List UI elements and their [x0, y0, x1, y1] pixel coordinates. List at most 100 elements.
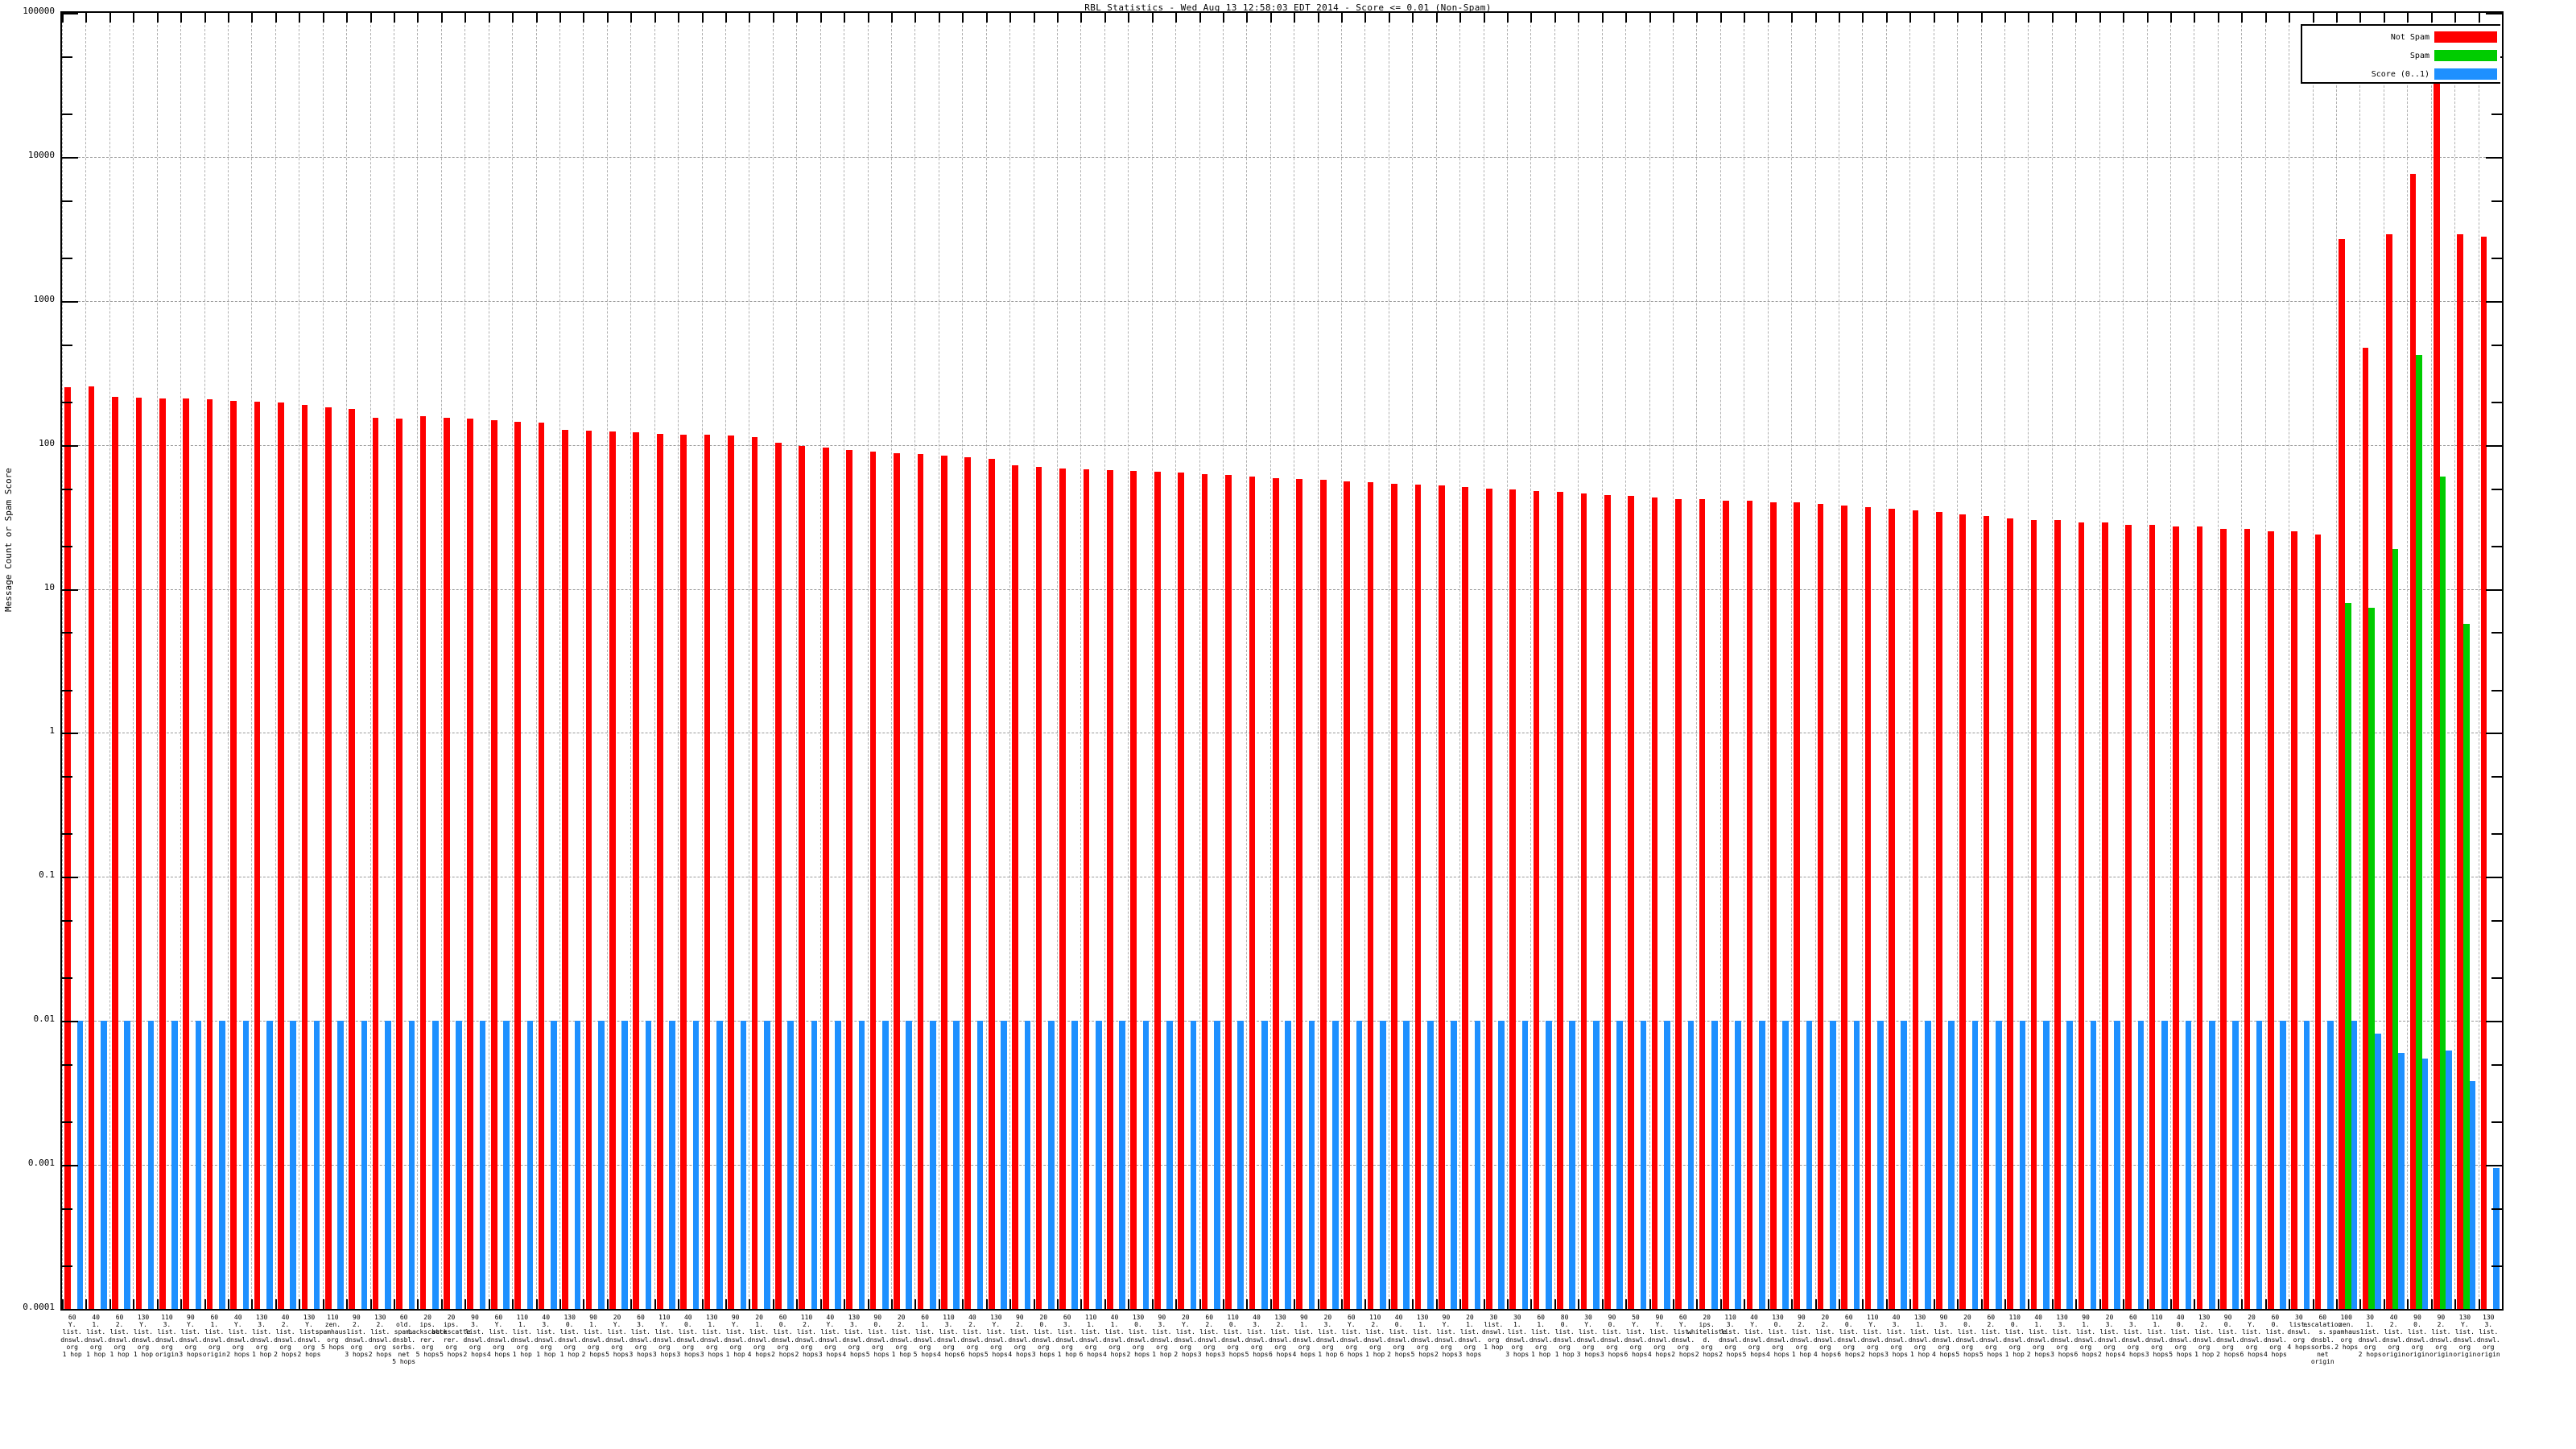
y-axis-major-tick [2486, 13, 2502, 14]
x-axis-tick-label: 110 2. list. dnswl. org 1 hop [1363, 1314, 1387, 1359]
bar-not-spam [988, 459, 995, 1309]
vertical-gridline [1341, 13, 1343, 1309]
x-axis-tick-labels: 60 Y. list. dnswl. org 1 hop 40 1. list. … [60, 1314, 2504, 1449]
vertical-gridline [417, 13, 419, 1309]
vertical-gridline [2430, 13, 2432, 1309]
bar-not-spam [1746, 500, 1753, 1309]
bar-score [929, 1021, 936, 1309]
bar-score [2137, 1021, 2145, 1309]
x-axis-tick-top [322, 13, 324, 23]
x-axis-tick [180, 1299, 183, 1309]
x-axis-tick-label: 90 0. list. dnswl. org 3 hops [1600, 1314, 1624, 1359]
y-axis-minor-tick [2491, 1265, 2502, 1268]
bar-not-spam [1983, 516, 1990, 1309]
bar-not-spam [2386, 234, 2392, 1309]
x-axis-tick-label: 20 ips. backscatterer. org 5 hops [431, 1314, 471, 1359]
bar-score [1569, 1021, 1576, 1309]
bar-not-spam [2267, 531, 2274, 1309]
bar-not-spam [1154, 472, 1161, 1309]
x-axis-tick-label: 40 3. list. dnswl. org 3 hops [1885, 1314, 1909, 1359]
bar-not-spam [1817, 503, 1824, 1309]
bar-score [1474, 1021, 1481, 1309]
vertical-gridline [1957, 13, 1959, 1309]
x-axis-tick-label: 90 Y. list. dnswl. org 1 hop [724, 1314, 748, 1359]
x-axis-tick-top [1673, 13, 1675, 23]
x-axis-tick [464, 1299, 467, 1309]
x-axis-tick [1839, 1299, 1841, 1309]
bar-not-spam [1959, 514, 1967, 1309]
x-axis-tick-top [796, 13, 799, 23]
bar-score [645, 1021, 652, 1309]
x-axis-tick [1412, 1299, 1414, 1309]
x-axis-tick-top [2383, 13, 2385, 23]
x-axis-tick-label: 40 3. list. dnswl. org 1 hop [534, 1314, 558, 1359]
y-axis-minor-tick [2491, 401, 2502, 403]
x-axis-tick-top [464, 13, 467, 23]
bar-not-spam [2149, 524, 2156, 1309]
vertical-gridline [2312, 13, 2314, 1309]
bar-not-spam [1651, 497, 1658, 1309]
x-axis-tick-top [440, 13, 443, 23]
x-axis-tick-label: 90 0. list. dnswl. org origin [2405, 1314, 2429, 1359]
vertical-gridline [606, 13, 608, 1309]
x-axis-tick [2051, 1299, 2054, 1309]
bar-score [2374, 1033, 2381, 1309]
x-axis-tick-label: 130 3. list. dnswl. org origin [2476, 1314, 2500, 1359]
y-axis-major-tick [62, 1021, 78, 1023]
bar-not-spam [254, 401, 261, 1309]
x-axis-tick [1009, 1299, 1012, 1309]
bar-not-spam [1296, 479, 1303, 1309]
bar-not-spam [2196, 526, 2203, 1309]
bar-score [1924, 1021, 1931, 1309]
bar-not-spam [799, 446, 806, 1309]
y-axis-minor-tick [62, 1208, 72, 1210]
x-axis-tick-top [204, 13, 206, 23]
x-axis-tick-label: 20 2. list. dnswl. org 1 hop [890, 1314, 914, 1359]
bar-score [2090, 1021, 2097, 1309]
vertical-gridline [2336, 13, 2337, 1309]
x-axis-tick-top [1980, 13, 1983, 23]
bar-score [1853, 1021, 1860, 1309]
vertical-gridline [156, 13, 158, 1309]
bar-not-spam [514, 421, 521, 1309]
vertical-gridline [2241, 13, 2243, 1309]
bar-score [811, 1021, 818, 1309]
x-axis-tick [535, 1299, 538, 1309]
x-axis-tick-top [1080, 13, 1083, 23]
vertical-gridline [796, 13, 798, 1309]
x-axis-tick-top [1341, 13, 1344, 23]
x-axis-tick-top [1459, 13, 1462, 23]
x-axis-tick-top [724, 13, 727, 23]
bar-not-spam [135, 397, 142, 1309]
x-axis-tick [1317, 1299, 1319, 1309]
y-axis-minor-tick [2491, 488, 2502, 490]
y-axis-minor-tick [2491, 1064, 2502, 1067]
x-axis-tick-top [1791, 13, 1794, 23]
x-axis-tick-top [1530, 13, 1533, 23]
bar-score [1758, 1021, 1765, 1309]
x-axis-tick [133, 1299, 135, 1309]
x-axis-tick-top [890, 13, 893, 23]
vertical-gridline [2264, 13, 2266, 1309]
bar-score [100, 1021, 107, 1309]
x-axis-tick [2430, 1299, 2433, 1309]
bar-not-spam [728, 436, 734, 1309]
x-axis-tick-top [2430, 13, 2433, 23]
y-axis-minor-tick [62, 920, 72, 923]
x-axis-tick-label: 60 0. list. dnswl. org 2 hops [771, 1314, 795, 1359]
bar-not-spam [230, 400, 237, 1309]
x-axis-tick-label: 130 1. list. dnswl. org 5 hops [1410, 1314, 1435, 1359]
x-axis-tick-label: 20 Y. list. dnswl. org 2 hops [1174, 1314, 1198, 1359]
x-axis-tick [1175, 1299, 1178, 1309]
x-axis-tick [2075, 1299, 2078, 1309]
vertical-gridline [890, 13, 892, 1309]
bar-score [1592, 1021, 1600, 1309]
x-axis-tick [512, 1299, 514, 1309]
bar-score [1451, 1021, 1457, 1309]
y-axis-major-tick [2486, 444, 2502, 447]
bar-not-spam [159, 398, 166, 1309]
x-axis-tick-top [1839, 13, 1841, 23]
y-axis-tick-label: 100 [39, 437, 55, 448]
bar-score [716, 1021, 723, 1309]
x-axis-tick-top [583, 13, 585, 23]
